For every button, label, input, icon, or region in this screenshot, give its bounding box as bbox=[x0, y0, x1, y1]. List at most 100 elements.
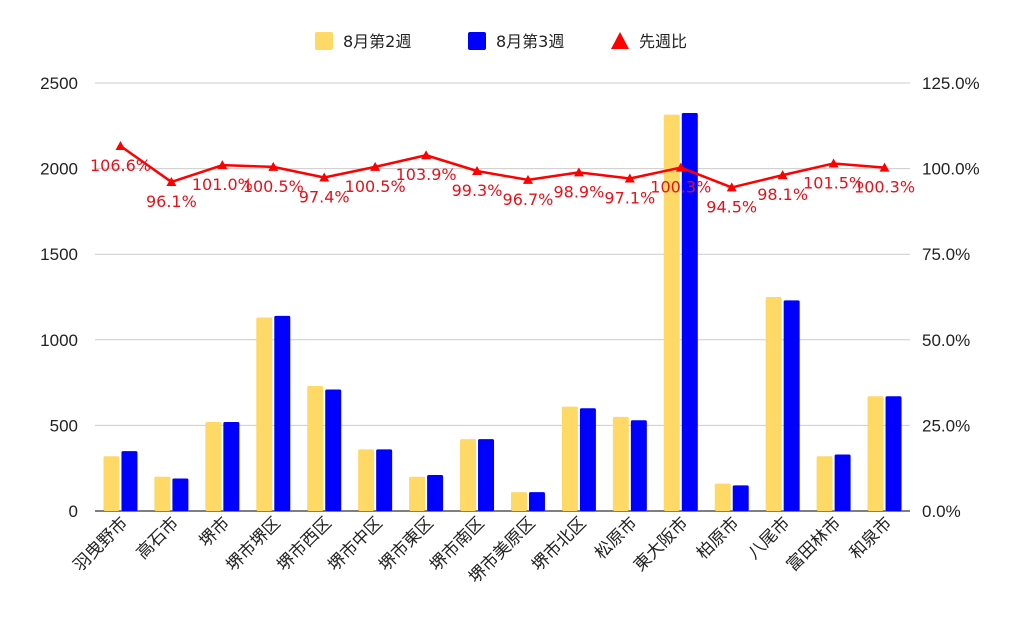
bar-1 bbox=[867, 396, 884, 511]
bar-1 bbox=[714, 483, 731, 511]
ratio-data-labels: 106.6%96.1%101.0%100.5%97.4%100.5%103.9%… bbox=[90, 156, 915, 216]
bar-2 bbox=[834, 454, 851, 511]
category-label: 八尾市 bbox=[744, 513, 794, 563]
bar-2 bbox=[732, 485, 749, 511]
bar-2 bbox=[121, 451, 138, 511]
ratio-data-label: 98.9% bbox=[553, 182, 604, 201]
category-label: 富田林市 bbox=[783, 513, 845, 575]
category-label: 和泉市 bbox=[846, 513, 896, 563]
ratio-marker bbox=[879, 162, 890, 172]
ratio-marker bbox=[319, 172, 330, 182]
ratio-data-label: 106.6% bbox=[90, 156, 151, 175]
bar-2 bbox=[885, 396, 902, 511]
ratio-marker bbox=[217, 160, 228, 170]
category-label: 堺市東区 bbox=[375, 513, 437, 575]
category-label: 松原市 bbox=[591, 513, 641, 563]
ratio-marker bbox=[777, 170, 788, 180]
right-tick-label: 100.0% bbox=[922, 160, 980, 179]
bar-series bbox=[103, 112, 902, 512]
bar-1 bbox=[307, 386, 324, 511]
category-label: 羽曳野市 bbox=[70, 513, 132, 575]
bar-2 bbox=[630, 420, 647, 511]
bar-2 bbox=[274, 315, 291, 511]
ratio-data-label: 100.5% bbox=[243, 177, 304, 196]
bar-2 bbox=[172, 478, 189, 511]
category-label: 堺市西区 bbox=[274, 513, 336, 575]
bar-1 bbox=[816, 456, 833, 511]
ratio-data-label: 101.5% bbox=[803, 173, 864, 192]
category-label: 堺市 bbox=[196, 513, 234, 551]
left-tick-label: 1500 bbox=[40, 245, 78, 264]
bar-1 bbox=[510, 492, 527, 511]
ratio-line-series bbox=[115, 141, 890, 192]
ratio-data-label: 100.3% bbox=[854, 178, 915, 197]
legend-label: 8月第3週 bbox=[496, 32, 564, 51]
ratio-marker bbox=[828, 158, 839, 168]
left-tick-label: 2000 bbox=[40, 160, 78, 179]
bar-2 bbox=[579, 408, 596, 511]
ratio-marker bbox=[624, 173, 635, 183]
right-tick-label: 25.0% bbox=[922, 416, 970, 435]
bar-1 bbox=[460, 439, 477, 511]
bar-2 bbox=[783, 300, 800, 511]
bar-1 bbox=[358, 449, 375, 511]
bar-1 bbox=[612, 416, 629, 511]
left-y-axis: 0 500 1000 1500 2000 2500 bbox=[40, 74, 78, 521]
legend-swatch bbox=[315, 32, 333, 50]
bar-2 bbox=[223, 421, 240, 511]
bar-2 bbox=[325, 389, 342, 511]
bar-1 bbox=[205, 421, 222, 511]
bar-2 bbox=[478, 439, 495, 511]
category-label: 東大阪市 bbox=[630, 513, 692, 575]
left-tick-label: 2500 bbox=[40, 74, 78, 93]
ratio-data-label: 96.1% bbox=[146, 192, 197, 211]
ratio-data-label: 96.7% bbox=[503, 190, 554, 209]
category-label: 堺市中区 bbox=[324, 513, 386, 575]
ratio-data-label: 94.5% bbox=[706, 197, 757, 216]
ratio-data-label: 99.3% bbox=[452, 181, 503, 200]
ratio-data-label: 97.4% bbox=[299, 188, 350, 207]
ratio-marker bbox=[268, 161, 279, 171]
bar-2 bbox=[427, 475, 444, 511]
ratio-data-label: 100.5% bbox=[345, 177, 406, 196]
ratio-line bbox=[119, 144, 885, 189]
bar-2 bbox=[528, 492, 545, 511]
category-label: 柏原市 bbox=[693, 513, 743, 563]
ratio-data-label: 97.1% bbox=[604, 189, 655, 208]
ratio-marker bbox=[472, 165, 483, 175]
right-tick-label: 75.0% bbox=[922, 245, 970, 264]
category-label: 高石市 bbox=[133, 513, 183, 563]
bar-2 bbox=[376, 449, 393, 511]
legend-swatch bbox=[611, 32, 629, 49]
bar-1 bbox=[256, 317, 273, 511]
ratio-marker bbox=[675, 162, 686, 172]
ratio-marker bbox=[573, 167, 584, 177]
right-tick-label: 125.0% bbox=[922, 74, 980, 93]
ratio-marker bbox=[115, 141, 126, 151]
bar-1 bbox=[663, 114, 680, 511]
ratio-marker bbox=[522, 174, 533, 184]
bar-1 bbox=[154, 476, 171, 511]
legend-swatch bbox=[468, 32, 486, 50]
ratio-data-label: 101.0% bbox=[192, 175, 253, 194]
ratio-marker bbox=[421, 150, 432, 160]
right-tick-label: 50.0% bbox=[922, 331, 970, 350]
legend-label: 8月第2週 bbox=[343, 32, 411, 51]
left-tick-label: 500 bbox=[50, 416, 78, 435]
ratio-marker bbox=[166, 176, 177, 186]
ratio-marker bbox=[370, 161, 381, 171]
bar-1 bbox=[103, 456, 120, 511]
right-y-axis: 0.0% 25.0% 50.0% 75.0% 100.0% 125.0% bbox=[922, 74, 980, 521]
ratio-marker bbox=[726, 182, 737, 192]
bar-1 bbox=[561, 406, 578, 511]
bar-1 bbox=[409, 476, 426, 511]
category-label: 堺市堺区 bbox=[223, 513, 285, 575]
ratio-data-label: 103.9% bbox=[396, 165, 457, 184]
bar-1 bbox=[765, 297, 782, 511]
ratio-data-label: 100.3% bbox=[650, 178, 711, 197]
category-label: 堺市北区 bbox=[528, 513, 590, 575]
left-tick-label: 1000 bbox=[40, 331, 78, 350]
legend: 8月第2週 8月第3週 先週比 bbox=[315, 32, 687, 51]
